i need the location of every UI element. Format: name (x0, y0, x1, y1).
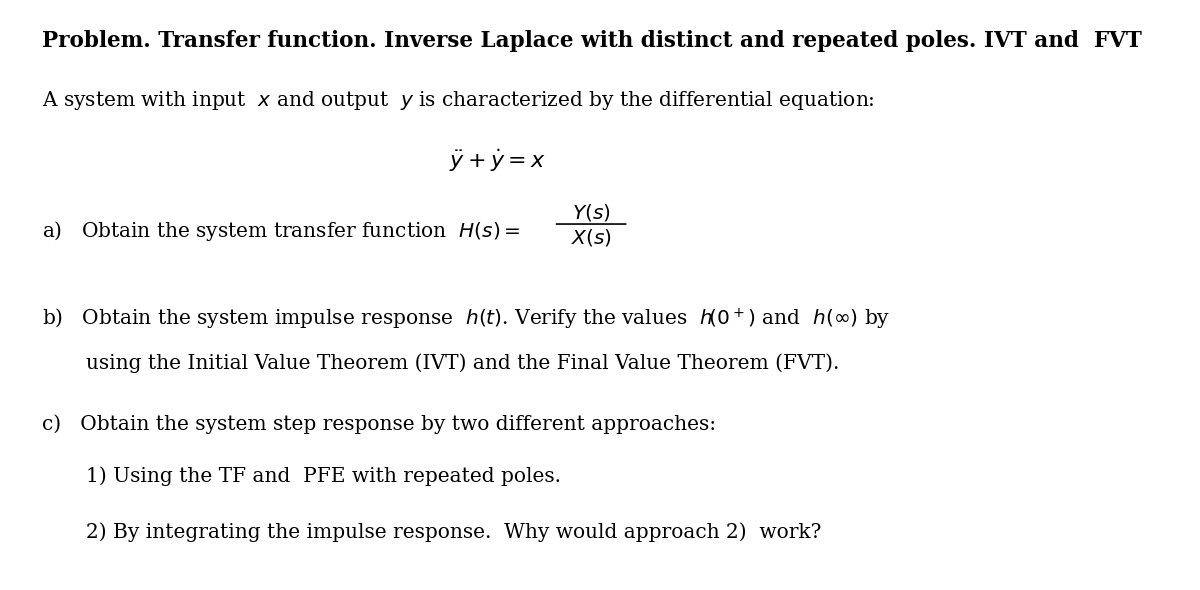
Text: a)   Obtain the system transfer function  $H(s)=$: a) Obtain the system transfer function $… (42, 219, 521, 244)
Text: c)   Obtain the system step response by two different approaches:: c) Obtain the system step response by tw… (42, 414, 715, 434)
Text: $X(s)$: $X(s)$ (570, 227, 612, 248)
Text: 1) Using the TF and  PFE with repeated poles.: 1) Using the TF and PFE with repeated po… (86, 467, 562, 486)
Text: 2) By integrating the impulse response.  Why would approach 2)  work?: 2) By integrating the impulse response. … (86, 522, 822, 542)
Text: Problem. Transfer function. Inverse Laplace with distinct and repeated poles. IV: Problem. Transfer function. Inverse Lapl… (42, 30, 1141, 53)
Text: b)   Obtain the system impulse response  $h(t)$. Verify the values  $h\!\left(0^: b) Obtain the system impulse response $h… (42, 307, 890, 332)
Text: $\ddot{y}+\dot{y}=x$: $\ddot{y}+\dot{y}=x$ (449, 147, 546, 173)
Text: $Y(s)$: $Y(s)$ (571, 202, 611, 223)
Text: A system with input  $x$ and output  $y$ is characterized by the differential eq: A system with input $x$ and output $y$ i… (42, 88, 875, 112)
Text: using the Initial Value Theorem (IVT) and the Final Value Theorem (FVT).: using the Initial Value Theorem (IVT) an… (86, 353, 840, 373)
